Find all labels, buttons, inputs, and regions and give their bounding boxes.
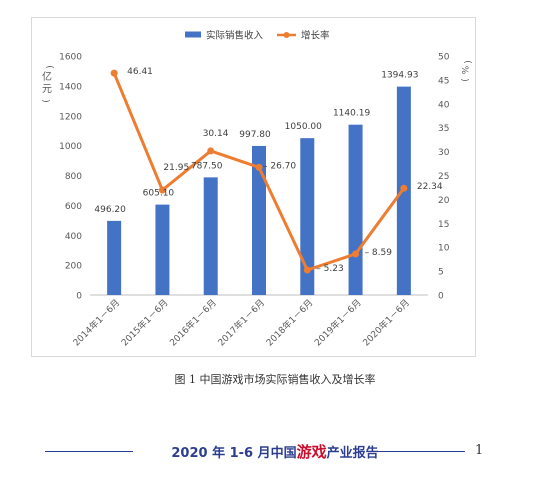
growth-rate-point bbox=[158, 186, 166, 194]
revenue-data-label: 787.50 bbox=[191, 161, 223, 171]
y-left-tick-label: 1600 bbox=[59, 53, 82, 63]
chart-frame bbox=[31, 17, 476, 357]
growth-rate-point bbox=[352, 250, 360, 258]
growth-rate-point bbox=[255, 163, 263, 171]
y-left-tick-label: 800 bbox=[65, 172, 82, 182]
y-left-tick-label: 600 bbox=[65, 202, 82, 212]
growth-rate-point bbox=[207, 147, 215, 155]
revenue-bar bbox=[252, 145, 266, 295]
x-category-label: 2018年1－6月 bbox=[264, 297, 316, 349]
y-left-axis-label: 元 bbox=[42, 84, 52, 95]
y-left-axis-paren: ) bbox=[40, 99, 50, 103]
y-right-tick-label: 45 bbox=[438, 76, 449, 86]
y-left-tick-label: 1000 bbox=[59, 142, 82, 152]
y-left-axis-label: 亿 bbox=[42, 70, 52, 83]
y-right-tick-label: 0 bbox=[438, 292, 444, 302]
x-category-label: 2015年1－6月 bbox=[119, 297, 171, 349]
growth-rate-point bbox=[303, 266, 311, 274]
report-title: 2020 年 1-6 月中国游戏产业报告 bbox=[0, 441, 550, 462]
y-left-tick-label: 200 bbox=[65, 262, 82, 272]
growth-rate-data-label: 22.34 bbox=[417, 182, 443, 192]
revenue-data-label: 1394.93 bbox=[381, 71, 418, 81]
report-title-suffix: 产业报告 bbox=[326, 446, 379, 461]
legend-marker-growth bbox=[283, 32, 290, 38]
growth-rate-data-label: 21.95 bbox=[163, 163, 189, 173]
revenue-data-label: 496.20 bbox=[94, 205, 126, 215]
growth-rate-data-label: 46.41 bbox=[127, 67, 153, 77]
x-category-label: 2020年1－6月 bbox=[360, 297, 412, 349]
x-category-label: 2016年1－6月 bbox=[167, 297, 219, 349]
y-right-tick-label: 5 bbox=[438, 268, 444, 278]
report-title-prefix: 2020 年 1-6 月中国 bbox=[171, 446, 297, 461]
revenue-data-label: 1140.19 bbox=[333, 109, 370, 119]
y-right-tick-label: 25 bbox=[438, 172, 449, 182]
legend-label-growth: 增长率 bbox=[301, 30, 330, 42]
footer-rule-left bbox=[45, 451, 133, 452]
y-right-tick-label: 15 bbox=[438, 220, 449, 230]
revenue-bar bbox=[300, 138, 315, 295]
x-category-label: 2017年1－6月 bbox=[215, 297, 267, 349]
growth-rate-data-label: – 26.70 bbox=[263, 161, 296, 171]
revenue-bar bbox=[155, 204, 170, 295]
revenue-data-label: 997.80 bbox=[239, 130, 271, 140]
growth-rate-data-label: – 5.23 bbox=[316, 264, 343, 274]
y-left-tick-label: 1400 bbox=[59, 82, 82, 92]
y-left-tick-label: 1200 bbox=[59, 112, 82, 122]
growth-rate-point bbox=[110, 69, 118, 77]
page-number: 1 bbox=[475, 443, 484, 458]
y-right-axis-paren: ) bbox=[459, 78, 469, 82]
revenue-data-label: 605.10 bbox=[143, 189, 175, 199]
growth-rate-data-label: 30.14 bbox=[203, 129, 229, 139]
x-category-label: 2019年1－6月 bbox=[312, 297, 364, 349]
y-right-tick-label: 20 bbox=[438, 196, 450, 206]
figure-caption: 图 1 中国游戏市场实际销售收入及增长率 bbox=[174, 373, 376, 386]
growth-rate-point bbox=[400, 184, 408, 192]
y-right-axis-label: % bbox=[459, 66, 469, 75]
y-right-tick-label: 35 bbox=[438, 124, 449, 134]
x-category-label: 2014年1－6月 bbox=[70, 297, 122, 349]
y-left-tick-label: 400 bbox=[65, 232, 82, 242]
y-left-tick-label: 0 bbox=[76, 292, 82, 302]
legend-swatch-revenue bbox=[185, 31, 201, 38]
growth-rate-data-label: – 8.59 bbox=[365, 248, 393, 258]
revenue-bar bbox=[203, 177, 218, 295]
revenue-data-label: 1050.00 bbox=[285, 122, 322, 132]
y-right-axis-paren: ( bbox=[462, 60, 472, 64]
revenue-bar bbox=[107, 220, 122, 295]
y-left-axis-paren: ( bbox=[44, 65, 54, 69]
legend-label-revenue: 实际销售收入 bbox=[206, 30, 264, 42]
y-right-tick-label: 50 bbox=[438, 53, 450, 63]
y-right-tick-label: 30 bbox=[438, 148, 450, 158]
y-right-tick-label: 10 bbox=[438, 244, 450, 254]
footer-rule-right bbox=[375, 451, 465, 452]
report-title-highlight: 游戏 bbox=[296, 443, 327, 461]
revenue-bar bbox=[348, 124, 363, 296]
y-right-tick-label: 40 bbox=[438, 100, 450, 110]
